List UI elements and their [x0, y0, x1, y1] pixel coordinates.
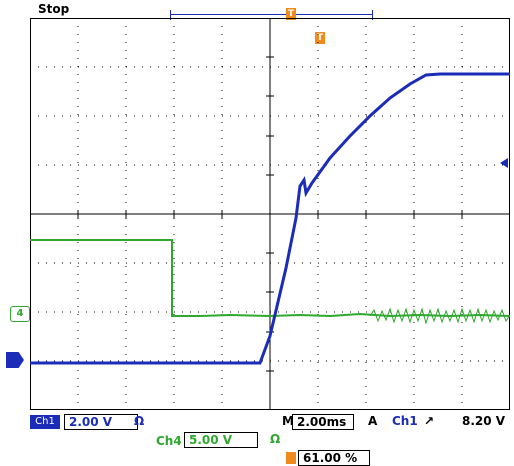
trigger-level[interactable]: 8.20 V [462, 414, 506, 428]
acquisition-status: Stop [38, 2, 70, 16]
ch4-waveform [30, 239, 510, 318]
horizontal-position-icon [286, 452, 296, 464]
timebase-prefix: M [282, 414, 294, 428]
waveform-graticule [30, 18, 510, 410]
ch1-waveform [30, 72, 510, 365]
ch4-coupling-icon: Ω [270, 432, 281, 446]
timebase-value[interactable]: 2.00ms [292, 414, 354, 430]
trigger-level-marker[interactable] [500, 158, 508, 168]
trigger-delay-marker[interactable]: T [315, 32, 325, 44]
axis-ticks [77, 56, 463, 372]
horizontal-position-value[interactable]: 61.00 % [298, 450, 370, 466]
ch4-ground-marker[interactable]: 4 [10, 306, 30, 322]
ch1-ground-marker[interactable] [6, 352, 24, 368]
ch1-coupling-icon: Ω [134, 414, 145, 428]
ch4-scale[interactable]: 5.00 V [184, 432, 258, 448]
ch4-label[interactable]: Ch4 [156, 434, 182, 448]
ch4-noise [369, 307, 510, 325]
trigger-source[interactable]: Ch1 [392, 414, 418, 428]
record-position-line [170, 14, 373, 15]
record-position-bar[interactable] [170, 10, 373, 20]
trigger-position-marker[interactable]: T [286, 8, 296, 20]
trigger-slope-icon: ↗ [424, 414, 435, 428]
ch1-badge[interactable]: Ch1 [30, 415, 60, 429]
ch1-scale[interactable]: 2.00 V [64, 414, 138, 430]
trigger-mode: A [368, 414, 378, 428]
